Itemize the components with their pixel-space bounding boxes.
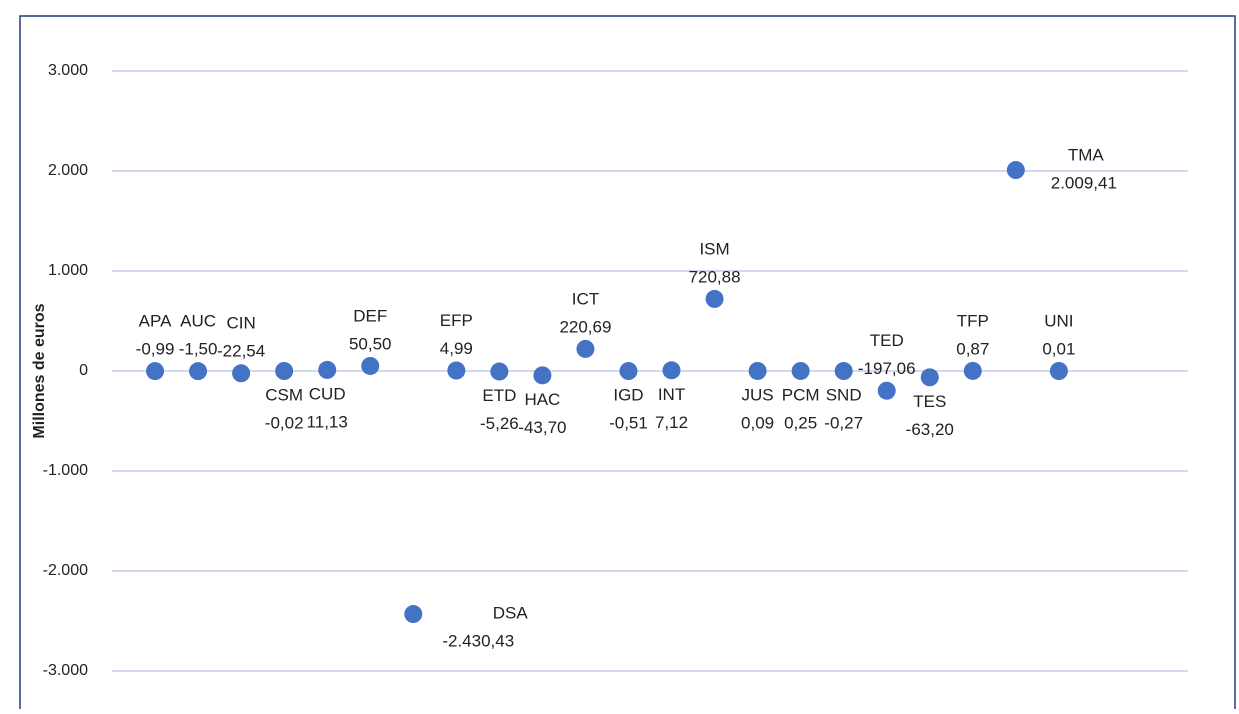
point-name: APA: [139, 312, 172, 331]
point-name: CIN: [226, 314, 255, 333]
data-label: 4,99: [440, 339, 473, 358]
y-tick-label: -1.000: [43, 462, 88, 479]
data-label: -0,27: [824, 414, 863, 433]
data-point: [619, 362, 638, 381]
data-point: [146, 362, 165, 381]
point-name: EFP: [440, 311, 473, 330]
data-point: [189, 362, 208, 381]
data-point: [963, 361, 982, 380]
data-label: -0,02: [265, 413, 304, 432]
data-point: [705, 289, 724, 308]
data-point: [404, 605, 423, 624]
point-name: PCM: [782, 385, 820, 404]
data-label: 0,09: [741, 413, 774, 432]
data-point: [490, 362, 509, 381]
y-axis-title: Millones de euros: [31, 303, 48, 438]
data-point: [318, 360, 337, 379]
y-tick-label: 0: [79, 362, 88, 379]
data-point: [920, 368, 939, 387]
data-label: 720,88: [689, 267, 741, 286]
point-name: JUS: [742, 385, 774, 404]
data-label: -0,51: [609, 414, 648, 433]
y-tick-label: 1.000: [48, 262, 88, 279]
data-point: [748, 361, 767, 380]
data-point: [275, 362, 294, 381]
point-name: TMA: [1068, 146, 1105, 165]
data-label: -22,54: [217, 342, 265, 361]
point-name: SND: [826, 386, 862, 405]
point-name: IGD: [613, 386, 643, 405]
point-name: TFP: [957, 311, 989, 330]
data-point: [1049, 361, 1068, 380]
point-name: TES: [913, 392, 946, 411]
data-label: -0,99: [136, 340, 175, 359]
data-label: 50,50: [349, 334, 392, 353]
data-point: [361, 356, 380, 375]
data-label: -63,20: [906, 420, 954, 439]
point-name: CSM: [265, 385, 303, 404]
data-point: [662, 361, 681, 380]
data-point: [576, 339, 595, 358]
point-name: ISM: [699, 239, 729, 258]
data-label: 0,25: [784, 413, 817, 432]
data-point: [232, 364, 251, 383]
point-name: ETD: [482, 386, 516, 405]
y-tick-label: 2.000: [48, 162, 88, 179]
data-label: 0,01: [1042, 339, 1075, 358]
data-point: [1006, 161, 1025, 180]
y-tick-label: 3.000: [48, 62, 88, 79]
data-label: -5,26: [480, 414, 519, 433]
data-label: 0,87: [956, 339, 989, 358]
y-tick-label: -2.000: [43, 562, 88, 579]
point-name: DSA: [493, 604, 529, 623]
point-name: CUD: [309, 384, 346, 403]
point-name: HAC: [524, 390, 560, 409]
data-point: [877, 381, 896, 400]
data-point: [791, 361, 810, 380]
data-label: 2.009,41: [1051, 174, 1117, 193]
point-name: AUC: [180, 312, 216, 331]
point-name: TED: [870, 331, 904, 350]
chart-border: [19, 15, 1236, 714]
data-point: [834, 362, 853, 381]
data-label: 11,13: [307, 412, 348, 431]
data-label: -43,70: [518, 418, 566, 437]
data-label: -197,06: [858, 359, 916, 378]
data-label: -1,50: [179, 340, 218, 359]
data-label: 7,12: [655, 413, 688, 432]
y-tick-label: -3.000: [43, 662, 88, 679]
data-label: -2.430,43: [442, 632, 514, 651]
data-point: [447, 361, 466, 380]
data-label: 220,69: [559, 317, 611, 336]
data-point: [533, 366, 552, 385]
point-name: UNI: [1044, 311, 1073, 330]
point-name: DEF: [353, 306, 387, 325]
point-name: ICT: [572, 289, 599, 308]
point-name: INT: [658, 385, 685, 404]
